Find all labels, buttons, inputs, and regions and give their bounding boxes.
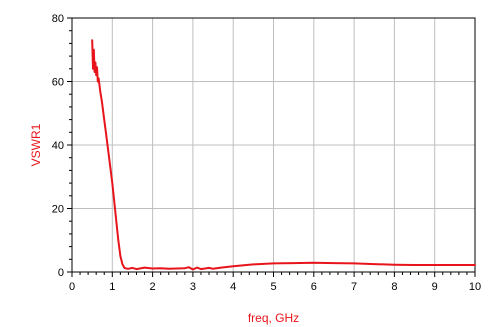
x-axis: 0 1 2 3 4 5 6 7 8 9 10 [69,272,481,293]
x-tick-label: 0 [69,281,75,293]
x-tick-label: 1 [109,281,115,293]
y-tick-label: 20 [52,204,64,216]
y-axis-label: VSWR1 [29,123,43,166]
grid [72,18,475,272]
y-tick-label: 0 [58,267,64,279]
y-tick-label: 80 [52,13,64,25]
y-axis: 0 20 40 60 80 [52,13,72,279]
x-tick-label: 7 [351,281,357,293]
y-tick-label: 60 [52,77,64,89]
x-tick-label: 5 [270,281,276,293]
x-tick-label: 9 [432,281,438,293]
y-tick-label: 40 [52,140,64,152]
x-tick-label: 3 [190,281,196,293]
x-axis-label: freq, GHz [248,311,299,325]
series-line [91,39,476,271]
x-tick-label: 2 [150,281,156,293]
series-layer [91,39,476,271]
x-tick-label: 6 [311,281,317,293]
x-tick-label: 10 [469,281,481,293]
x-tick-label: 4 [230,281,236,293]
x-tick-label: 8 [391,281,397,293]
